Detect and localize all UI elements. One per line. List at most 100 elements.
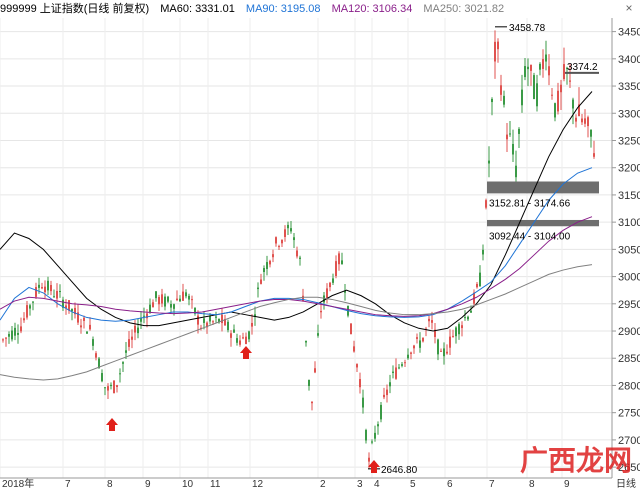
candle-body (74, 307, 76, 315)
candle-body (557, 90, 559, 112)
candle-body (323, 295, 325, 303)
annotations: 3458.78 3374.2 3152.81 - 3174.66 3092.44 - … (106, 23, 598, 476)
candle-body (215, 316, 217, 318)
zone-band-1 (487, 181, 599, 194)
x-tick-label: 2 (320, 479, 326, 489)
candle-body (329, 282, 331, 288)
candle-body (209, 316, 211, 322)
candle-body (128, 339, 130, 347)
ma-line-ma120 (0, 216, 593, 317)
candle-body (104, 387, 106, 389)
candle-body (218, 318, 220, 323)
candle-body (404, 362, 406, 364)
candle-body (89, 324, 91, 330)
candle-body (488, 160, 490, 164)
candle-body (155, 291, 157, 299)
candle-body (26, 305, 28, 318)
candle-body (167, 296, 169, 302)
candle-body (119, 373, 121, 375)
candle-body (341, 260, 343, 265)
candle-body (440, 350, 442, 352)
close-icon[interactable]: × (625, 1, 633, 15)
candle-body (38, 284, 40, 288)
candle-body (554, 103, 556, 118)
candle-body (299, 257, 301, 259)
candle-body (5, 337, 7, 339)
y-tick-label: 2700 (618, 435, 640, 447)
candle-body (275, 237, 277, 244)
candle-body (44, 286, 46, 293)
candle-body (479, 272, 481, 287)
candle-body (410, 352, 412, 354)
candle-body (224, 318, 226, 326)
candle-body (560, 84, 562, 93)
candle-body (524, 66, 526, 78)
x-tick-label: 3 (357, 479, 363, 489)
candle-body (173, 304, 175, 309)
candle-body (317, 333, 319, 336)
ma120-label: MA120: 3106.34 (331, 3, 413, 15)
x-tick-label: 5 (410, 479, 416, 489)
candle-body (407, 354, 409, 359)
candle-body (434, 329, 436, 337)
candle-body (245, 336, 247, 345)
y-axis: 3450 3400 3350 3300 3250 3200 3150 3100 3050 3000… (611, 18, 640, 478)
candle-body (542, 59, 544, 69)
x-tick-label: 8 (529, 479, 535, 489)
candle-body (572, 99, 574, 109)
candle-body (83, 317, 85, 321)
candle-body (134, 325, 136, 333)
candle-body (239, 340, 241, 345)
candle-body (302, 295, 304, 302)
candle-body (293, 237, 295, 241)
y-tick-label: 2850 (618, 353, 640, 365)
candle-body (212, 321, 214, 323)
candle-body (2, 339, 4, 341)
candle-body (227, 321, 229, 331)
candle-body (491, 98, 493, 103)
candle-body (389, 382, 391, 387)
candle-body (149, 304, 151, 313)
candle-body (563, 64, 565, 80)
candle-body (176, 298, 178, 301)
candle-body (101, 373, 103, 382)
candle-body (422, 337, 424, 342)
candle-body (35, 287, 37, 297)
candle-body (449, 336, 451, 348)
candle-body (17, 332, 19, 335)
candle-body (221, 314, 223, 324)
candle-body (377, 424, 379, 427)
candle-body (230, 333, 232, 338)
candle-body (353, 346, 355, 352)
candle-body (242, 337, 244, 339)
candle-body (464, 317, 466, 319)
candle-body (356, 364, 358, 368)
y-tick-label: 3150 (618, 190, 640, 202)
candle-body (545, 54, 547, 62)
candle-body (311, 401, 313, 404)
candle-body (398, 367, 400, 369)
candle-body (65, 305, 67, 309)
candle-body (380, 404, 382, 420)
candle-body (50, 285, 52, 292)
candle-body (11, 330, 13, 340)
candle-body (308, 379, 310, 387)
candle-body (497, 41, 499, 50)
candle-body (467, 316, 469, 320)
candle-body (188, 295, 190, 300)
zone-band-2 (487, 219, 599, 227)
candle-body (158, 297, 160, 305)
candle-body (53, 296, 55, 298)
ma90-label: MA90: 3195.08 (245, 3, 321, 15)
candle-body (425, 328, 427, 330)
candle-body (86, 331, 88, 334)
candle-body (203, 318, 205, 323)
candle-body (140, 317, 142, 322)
period-label: 日线 (616, 477, 636, 489)
candle-body (437, 339, 439, 355)
candle-body (305, 340, 307, 343)
candle-body (365, 429, 367, 441)
candle-body (269, 260, 271, 265)
candle-body (548, 66, 550, 76)
